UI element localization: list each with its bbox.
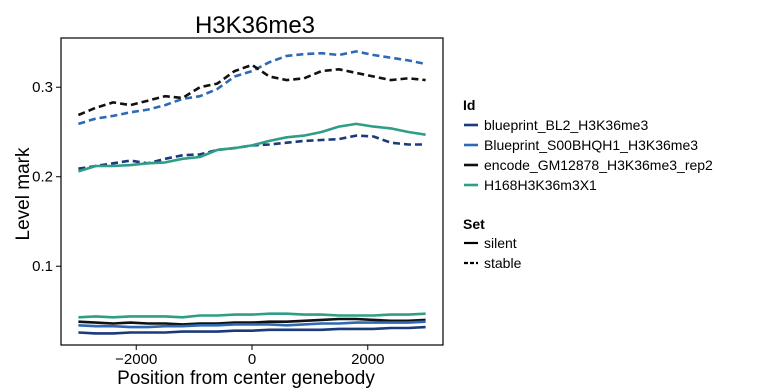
y-axis-label: Level mark: [13, 147, 34, 240]
series-line-0: [78, 134, 426, 170]
series-line-1: [78, 50, 426, 126]
legend-item-label: blueprint_BL2_H3K36me3: [484, 117, 648, 133]
legend-item-label: stable: [484, 255, 522, 271]
x-tick-label: 0: [248, 351, 256, 368]
plot-frame: [60, 37, 444, 346]
x-axis-label: Position from center genebody: [117, 368, 375, 388]
y-tick-label: 0.3: [32, 79, 53, 96]
legend: Id blueprint_BL2_H3K36me3 Blueprint_S00BH…: [463, 97, 713, 271]
series-line-7: [78, 325, 426, 335]
legend-item-label: Blueprint_S00BHQH1_H3K36me3: [484, 137, 698, 153]
series-line-2: [77, 63, 426, 117]
series-lines: [77, 50, 426, 335]
series-line-3: [78, 122, 426, 173]
legend-item-label: encode_GM12878_H3K36me3_rep2: [484, 157, 713, 173]
legend-set-title: Set: [463, 216, 485, 232]
legend-item-label: silent: [484, 235, 517, 251]
y-tick-label: 0.2: [32, 169, 53, 186]
legend-id-title: Id: [463, 97, 475, 113]
series-line-4: [78, 312, 426, 319]
legend-item-label: H168H3K36m3X1: [484, 177, 597, 193]
series-line-5: [78, 317, 426, 326]
x-tick-label: 2000: [351, 351, 384, 368]
series-line-6: [78, 320, 426, 329]
y-tick-label: 0.1: [32, 258, 53, 275]
x-tick-label: −2000: [115, 351, 157, 368]
chart-title: H3K36me3: [195, 12, 315, 39]
